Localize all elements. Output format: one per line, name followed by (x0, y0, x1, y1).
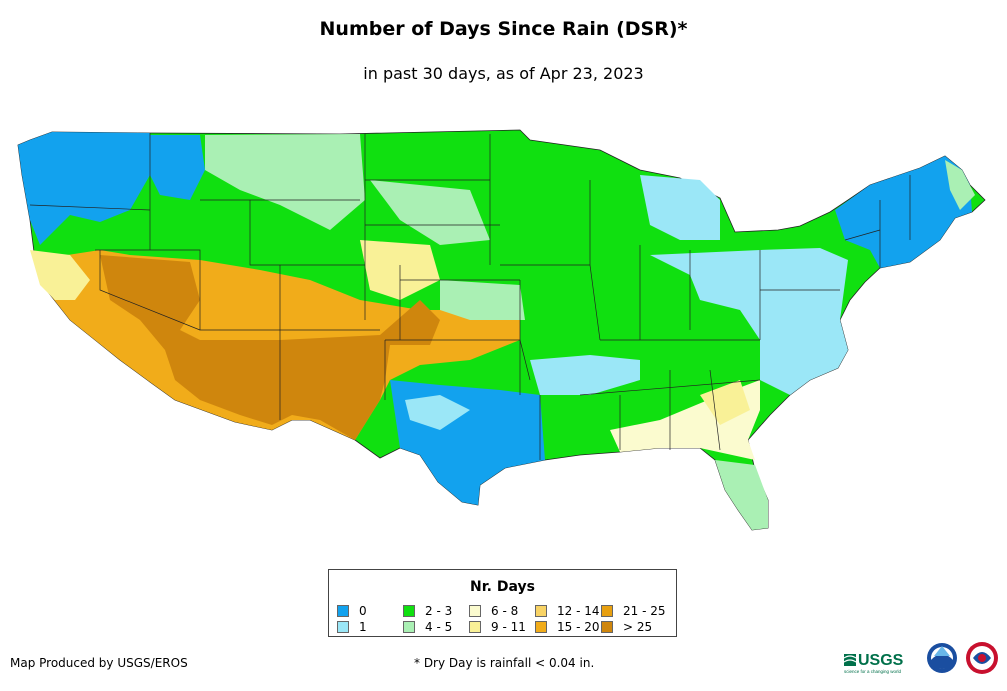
legend-swatch (601, 605, 613, 617)
legend-swatch (601, 621, 613, 633)
legend-item: 21 - 25 (601, 603, 667, 619)
zone-kansas-light (440, 280, 525, 320)
zone-texas-light (405, 395, 470, 430)
zone-northeast-blue (835, 156, 972, 268)
noaa-logo (927, 643, 957, 673)
zone-southwest-brown (100, 255, 440, 440)
legend-title: Nr. Days (470, 579, 535, 595)
usgs-wordmark: USGS (858, 652, 904, 669)
usgs-logo: USGS science for a changing world (843, 652, 904, 674)
legend-label: 15 - 20 (557, 620, 600, 634)
dry-day-note: * Dry Day is rainfall < 0.04 in. (414, 656, 595, 670)
legend-items: 0 1 2 - 3 4 - 5 6 - 8 9 - 11 12 - 14 15 (337, 603, 667, 635)
legend-swatch (403, 605, 415, 617)
zone-ohio-valley (650, 248, 848, 395)
map-title: Number of Days Since Rain (DSR)* (319, 18, 688, 40)
zone-ne-plains-2 (370, 180, 490, 245)
legend-item: 0 (337, 603, 403, 619)
legend-item: 1 (337, 619, 403, 635)
legend-swatch (535, 621, 547, 633)
legend-item: 6 - 8 (469, 603, 535, 619)
legend-swatch (337, 605, 349, 617)
legend-swatch (469, 605, 481, 617)
legend-label: 1 (359, 620, 367, 634)
zone-n-plains (205, 134, 365, 230)
legend-item: 15 - 20 (535, 619, 601, 635)
legend-label: 9 - 11 (491, 620, 526, 634)
nws-logo (966, 642, 998, 674)
legend-swatch (403, 621, 415, 633)
legend-label: 4 - 5 (425, 620, 453, 634)
zone-maine-light (945, 160, 975, 210)
zone-california (30, 250, 90, 300)
legend-label: > 25 (623, 620, 653, 634)
state-borders (29, 133, 911, 460)
zone-pacific-nw (18, 132, 150, 245)
legend-swatch (469, 621, 481, 633)
usgs-tagline: science for a changing world (844, 669, 902, 674)
zone-florida (715, 460, 768, 530)
zone-texas-blue (390, 380, 545, 505)
legend-item: 12 - 14 (535, 603, 601, 619)
zone-arkansas-light (530, 355, 640, 395)
legend-label: 2 - 3 (425, 604, 453, 618)
zone-n-rockies (150, 135, 205, 200)
legend-swatch (535, 605, 547, 617)
map-subtitle: in past 30 days, as of Apr 23, 2023 (363, 64, 644, 83)
legend-item: 2 - 3 (403, 603, 469, 619)
legend-swatch (337, 621, 349, 633)
legend-label: 12 - 14 (557, 604, 600, 618)
legend-label: 6 - 8 (491, 604, 519, 618)
zone-michigan-light (640, 175, 720, 240)
agency-logos: USGS science for a changing world (843, 642, 998, 674)
legend-item: > 25 (601, 619, 667, 635)
legend-label: 0 (359, 604, 367, 618)
legend-item: 9 - 11 (469, 619, 535, 635)
legend: Nr. Days 0 1 2 - 3 4 - 5 6 - 8 9 - 11 12 (328, 569, 677, 637)
legend-label: 21 - 25 (623, 604, 666, 618)
legend-item: 4 - 5 (403, 619, 469, 635)
produced-by-credit: Map Produced by USGS/EROS (10, 656, 188, 670)
